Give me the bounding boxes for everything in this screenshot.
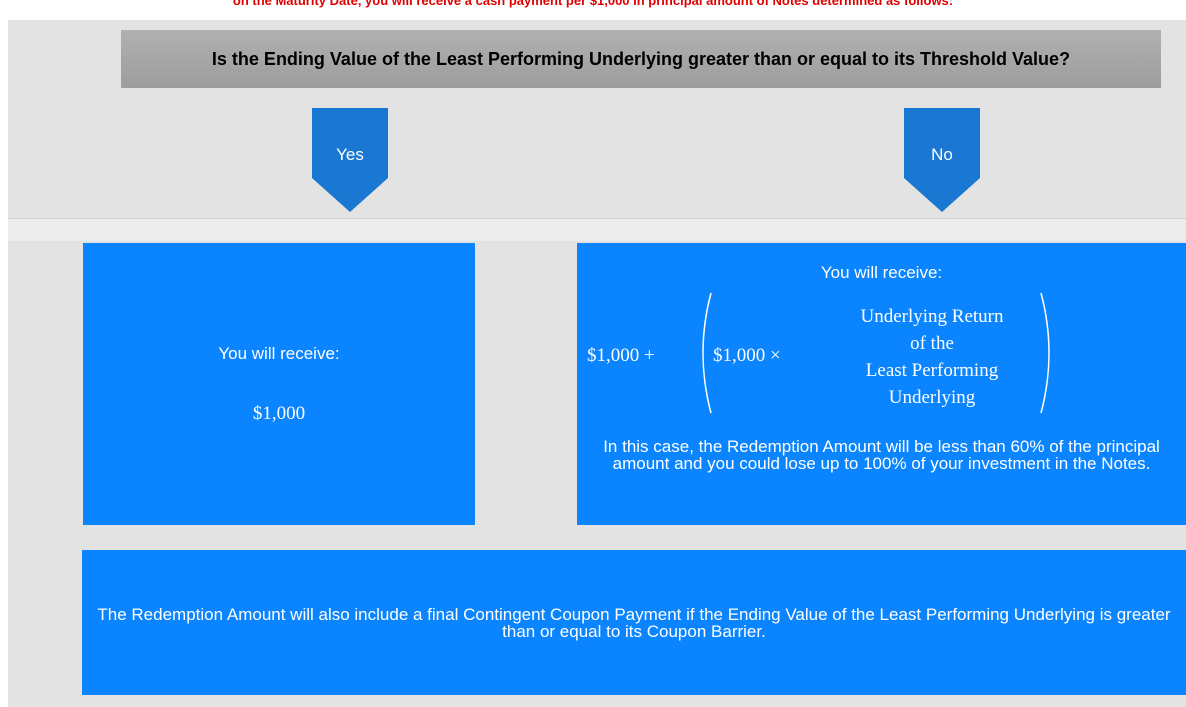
- right-note: In this case, the Redemption Amount will…: [603, 437, 1160, 473]
- footer-box: The Redemption Amount will also include …: [82, 550, 1186, 695]
- yes-label: Yes: [336, 145, 364, 164]
- parentheses: [702, 292, 1050, 414]
- no-arrow: [904, 108, 980, 212]
- question-box: Is the Ending Value of the Least Perform…: [121, 30, 1161, 88]
- left-paren: [702, 292, 712, 414]
- formula-base: $1,000 +: [587, 345, 655, 366]
- fraction-line: Underlying: [888, 387, 976, 408]
- right-title: You will receive:: [820, 263, 943, 282]
- right-box: You will receive: $1,000 + $1,000 × Unde…: [577, 243, 1186, 525]
- question-text: Is the Ending Value of the Least Perform…: [211, 48, 1071, 69]
- formula-fraction: Underlying Return of the Least Performing U…: [817, 303, 1047, 411]
- fraction-line: Underlying Return: [860, 306, 1004, 327]
- right-paren: [1040, 292, 1050, 414]
- left-box: You will receive: $1,000: [83, 243, 475, 525]
- fraction-line: of the: [910, 333, 954, 354]
- footer-text: The Redemption Amount will also include …: [97, 604, 1171, 641]
- header-note: on the Maturity Date, you will receive a…: [232, 0, 954, 8]
- yes-arrow: [312, 108, 388, 212]
- no-label: No: [931, 145, 953, 164]
- left-amount: $1,000: [252, 403, 306, 424]
- left-title: You will receive:: [218, 344, 340, 363]
- divider-band: [8, 218, 1186, 241]
- fraction-line: Least Performing: [865, 360, 999, 381]
- formula-inner: $1,000 ×: [713, 345, 781, 366]
